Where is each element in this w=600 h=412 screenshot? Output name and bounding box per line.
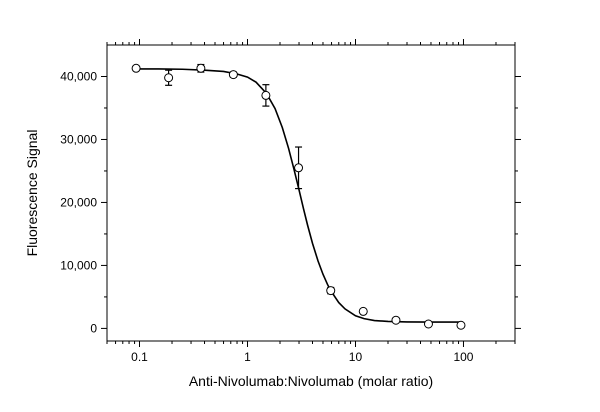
data-marker — [391, 315, 401, 325]
fit-curve-layer — [136, 68, 462, 323]
x-axis-title: Anti-Nivolumab:Nivolumab (molar ratio) — [189, 373, 433, 389]
fit-curve — [136, 68, 462, 323]
y-tick-label: 20,000 — [60, 195, 97, 209]
x-tick-label: 100 — [453, 350, 473, 364]
data-point — [456, 320, 466, 330]
x-tick-label: 0.1 — [131, 350, 148, 364]
data-point — [228, 70, 238, 80]
data-marker — [131, 63, 141, 73]
data-marker — [196, 63, 206, 73]
y-tick-label: 30,000 — [60, 132, 97, 146]
data-point — [358, 306, 368, 316]
data-point — [423, 319, 433, 329]
data-point — [326, 286, 336, 296]
y-tick-label: 10,000 — [60, 258, 97, 272]
x-tick-label: 10 — [349, 350, 363, 364]
data-point — [294, 146, 304, 190]
x-tick-label: 1 — [244, 350, 251, 364]
y-axis: 0 10,000 20,000 30,000 40,000 — [60, 69, 521, 335]
data-marker — [423, 319, 433, 329]
data-point — [131, 63, 141, 73]
y-tick-label: 40,000 — [60, 69, 97, 83]
data-marker — [358, 306, 368, 316]
data-marker — [261, 90, 271, 100]
data-point — [261, 84, 271, 107]
data-marker — [326, 286, 336, 296]
data-point — [164, 69, 174, 86]
data-marker — [228, 70, 238, 80]
plot-frame — [106, 44, 516, 342]
data-points-layer — [131, 63, 466, 330]
x-axis: 0.1 1 10 100 — [106, 39, 516, 364]
data-marker — [456, 320, 466, 330]
data-marker — [294, 163, 304, 173]
y-axis-title: Fluorescence Signal — [24, 130, 40, 257]
data-point — [391, 315, 401, 325]
data-point — [196, 63, 206, 73]
data-marker — [164, 73, 174, 83]
y-tick-label: 0 — [90, 321, 97, 335]
